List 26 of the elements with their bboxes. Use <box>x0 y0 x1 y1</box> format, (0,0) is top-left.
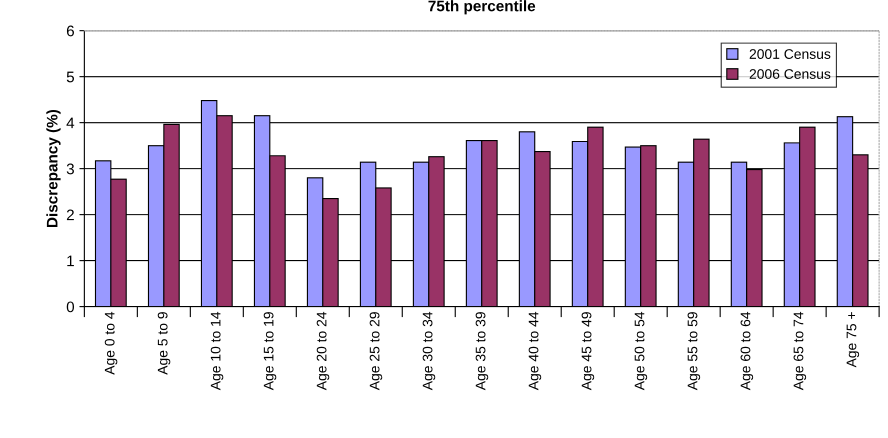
x-tick-label: Age 55 to 59 <box>688 312 700 390</box>
y-tick-label: 5 <box>66 72 74 82</box>
y-tick-label: 2 <box>66 209 74 220</box>
x-tick-label: Age 5 to 9 <box>158 312 170 375</box>
x-tick-label: Age 45 to 49 <box>582 312 594 390</box>
x-tick-label: Age 60 to 64 <box>740 312 754 390</box>
chart-title: 75th percentile <box>428 0 536 14</box>
y-axis-title: Discrepancy (%) <box>46 110 61 228</box>
y-tick-label: 6 <box>66 26 74 36</box>
legend-label: 2006 Census <box>750 69 830 79</box>
x-tick-label: Age 10 to 14 <box>210 312 224 390</box>
y-tick-label: 0 <box>66 301 74 312</box>
x-tick-label: Age 35 to 39 <box>476 312 488 390</box>
x-tick-label: Age 0 to 4 <box>104 312 118 375</box>
x-tick-label: Age 15 to 19 <box>264 312 276 390</box>
x-tick-label: Age 65 to 74 <box>794 312 806 390</box>
x-tick-label: Age 75 + <box>846 312 860 368</box>
x-tick-label: Age 25 to 29 <box>370 312 382 390</box>
legend-label: 2001 Census <box>750 49 830 59</box>
y-tick-label: 3 <box>66 164 74 174</box>
y-tick-label: 1 <box>67 256 74 266</box>
x-tick-label: Age 30 to 34 <box>422 312 436 390</box>
y-tick-label: 4 <box>66 118 74 128</box>
x-tick-label: Age 20 to 24 <box>316 312 330 390</box>
x-tick-label: Age 50 to 54 <box>634 312 648 390</box>
x-tick-label: Age 40 to 44 <box>528 312 542 390</box>
